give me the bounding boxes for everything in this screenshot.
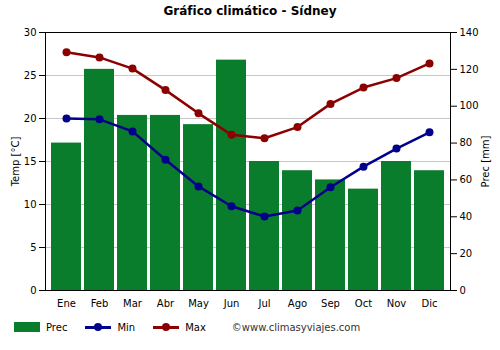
html-text:Max: Max [185, 321, 206, 333]
html-text:Min: Min [117, 321, 136, 333]
svg-text:Ago: Ago [288, 298, 307, 309]
svg-text:120: 120 [460, 64, 479, 75]
svg-text:May: May [188, 298, 209, 309]
html-text:Gráfico climático - Sídney: Gráfico climático - Sídney [163, 4, 337, 18]
svg-text:Sep: Sep [321, 298, 340, 309]
svg-text:Temp [°C]: Temp [°C] [10, 137, 21, 188]
svg-text:20: 20 [24, 113, 37, 124]
svg-text:Nov: Nov [387, 298, 407, 309]
svg-text:Prec [mm]: Prec [mm] [480, 135, 491, 187]
svg-text:Abr: Abr [157, 298, 175, 309]
svg-text:140: 140 [460, 27, 479, 38]
svg-text:30: 30 [24, 27, 37, 38]
svg-text:Dic: Dic [422, 298, 438, 309]
svg-text:Oct: Oct [355, 298, 372, 309]
svg-text:15: 15 [24, 156, 37, 167]
svg-text:80: 80 [460, 137, 473, 148]
svg-text:100: 100 [460, 100, 479, 111]
svg-text:25: 25 [24, 70, 37, 81]
svg-text:Ene: Ene [57, 298, 76, 309]
svg-text:Jun: Jun [223, 298, 240, 309]
svg-text:20: 20 [460, 248, 473, 259]
svg-text:60: 60 [460, 174, 473, 185]
html-text:©www.climasyviajes.com: ©www.climasyviajes.com [231, 321, 361, 333]
svg-text:0: 0 [30, 285, 36, 296]
svg-text:0: 0 [460, 285, 466, 296]
svg-text:10: 10 [24, 199, 37, 210]
svg-text:5: 5 [30, 242, 36, 253]
svg-text:Jul: Jul [257, 298, 270, 309]
svg-text:40: 40 [460, 211, 473, 222]
svg-text:Feb: Feb [91, 298, 109, 309]
svg-text:Mar: Mar [123, 298, 143, 309]
html-text:Prec: Prec [46, 321, 68, 333]
